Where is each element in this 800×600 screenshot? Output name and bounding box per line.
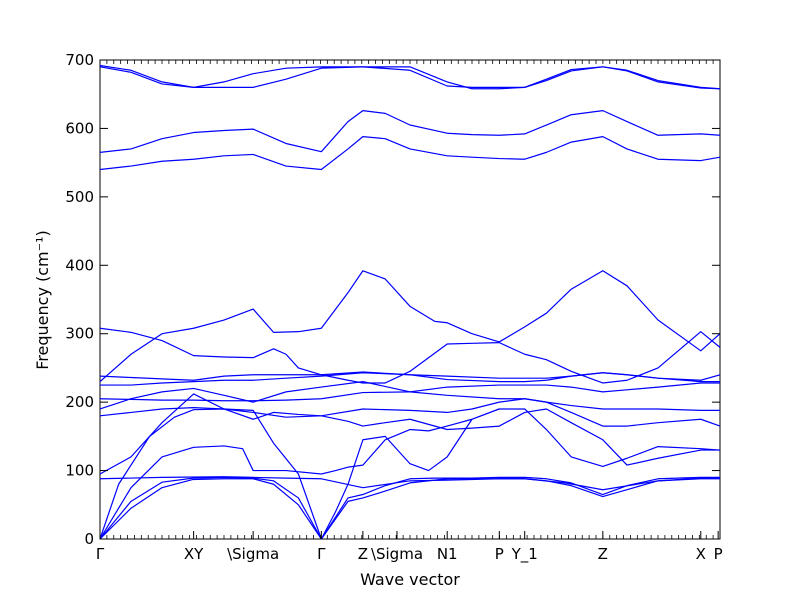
band-line-14 [99, 371, 721, 381]
y-tick-label: 600 [65, 119, 94, 137]
y-tick-label: 700 [65, 51, 94, 69]
band-line-19 [99, 64, 721, 90]
x-axis-label: Wave vector [360, 570, 460, 589]
band-line-17 [99, 136, 721, 171]
band-line-16 [99, 327, 721, 384]
series-layer [99, 64, 721, 540]
plot-area [99, 59, 721, 540]
y-tick-label: 0 [84, 530, 94, 548]
x-tick-label: X [696, 545, 706, 563]
x-tick-label: P [714, 545, 723, 563]
band-line-20 [99, 66, 721, 90]
band-line-5 [99, 445, 322, 540]
plot-frame [99, 59, 721, 540]
band-line-2 [99, 476, 720, 540]
x-tick-label: N1 [437, 545, 458, 563]
y-tick-label: 300 [65, 325, 94, 343]
x-tick-label: XY [184, 545, 204, 563]
x-tick-label: Γ [96, 545, 105, 563]
y-tick-label: 100 [65, 462, 94, 480]
band-line-9 [321, 408, 720, 466]
x-ticks: Γ XY \Sigma Γ Z \Sigma N1 P Y_1 Z X P [96, 60, 723, 564]
band-line-7 [320, 408, 500, 540]
band-line-12 [99, 382, 720, 402]
band-line-18 [99, 110, 721, 153]
x-tick-label: Z [598, 545, 608, 563]
y-tick-label: 200 [65, 393, 94, 411]
x-tick-label: \Sigma [227, 545, 279, 563]
x-tick-label: \Sigma [371, 545, 423, 563]
band-line-3 [99, 476, 720, 491]
band-line-8 [321, 408, 721, 475]
band-line-15 [99, 270, 721, 383]
x-tick-label: Y_1 [511, 545, 538, 564]
y-tick-label: 500 [65, 188, 94, 206]
band-line-4 [99, 408, 322, 540]
band-line-11 [99, 381, 720, 411]
x-tick-label: Γ [317, 545, 326, 563]
band-line-10 [99, 398, 721, 427]
y-tick-label: 400 [65, 256, 94, 274]
y-ticks: 0 100 200 300 400 500 600 700 [65, 51, 720, 548]
x-tick-label: Z [358, 545, 368, 563]
x-tick-label: P [495, 545, 504, 563]
y-axis-label: Frequency (cm⁻¹) [33, 230, 52, 369]
band-line-1 [99, 478, 720, 540]
